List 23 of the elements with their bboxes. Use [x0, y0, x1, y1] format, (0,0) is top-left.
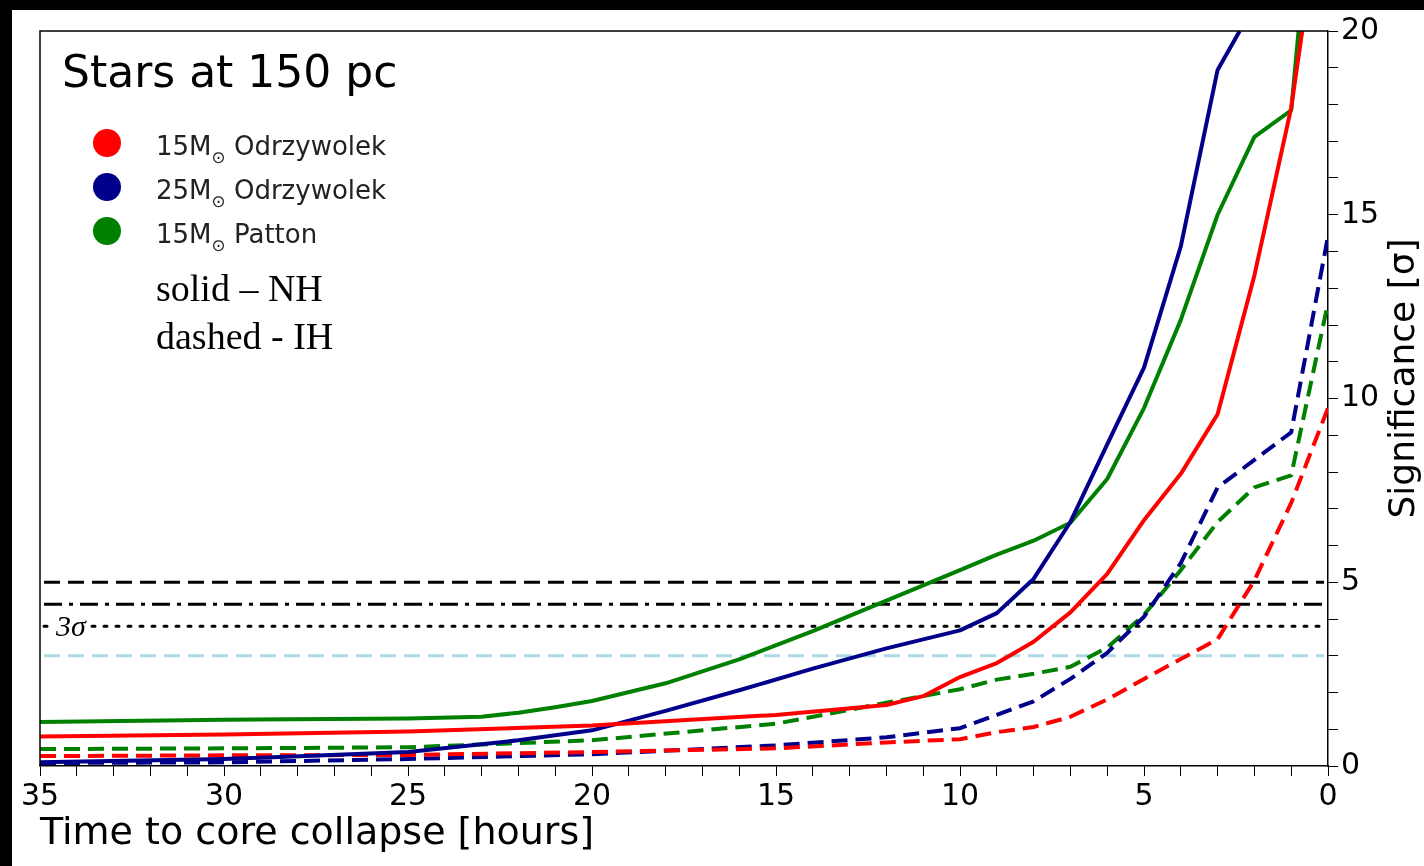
legend-label: 15M⊙ Patton — [156, 219, 318, 255]
annotation: dashed - IH — [156, 315, 334, 357]
line-series — [40, 406, 1328, 759]
x-tick-label: 30 — [204, 776, 244, 812]
x-tick-label: 35 — [20, 776, 60, 812]
x-tick-label: 0 — [1318, 776, 1338, 812]
x-tick-label: 5 — [1134, 776, 1154, 812]
y-tick-label: 10 — [1341, 378, 1380, 414]
y-tick-label: 5 — [1341, 562, 1361, 598]
legend-title: Stars at 150 pc — [62, 46, 398, 97]
legend-label: 15M⊙ Odrzywolek — [156, 131, 387, 167]
x-tick-label: 15 — [756, 776, 796, 812]
y-tick-label: 20 — [1341, 10, 1380, 46]
legend-label: 25M⊙ Odrzywolek — [156, 175, 387, 211]
x-tick-label: 25 — [388, 776, 428, 812]
y-tick-label: 15 — [1341, 194, 1380, 230]
x-axis-title: Time to core collapse [hours] — [39, 809, 595, 853]
x-tick-label: 20 — [572, 776, 612, 812]
ref-line-label: 3σ — [55, 609, 87, 643]
y-tick-label: 0 — [1341, 745, 1361, 781]
annotation: solid – NH — [156, 267, 323, 309]
x-tick-label: 10 — [940, 776, 980, 812]
y-axis-title: Significance [σ] — [1381, 238, 1422, 519]
